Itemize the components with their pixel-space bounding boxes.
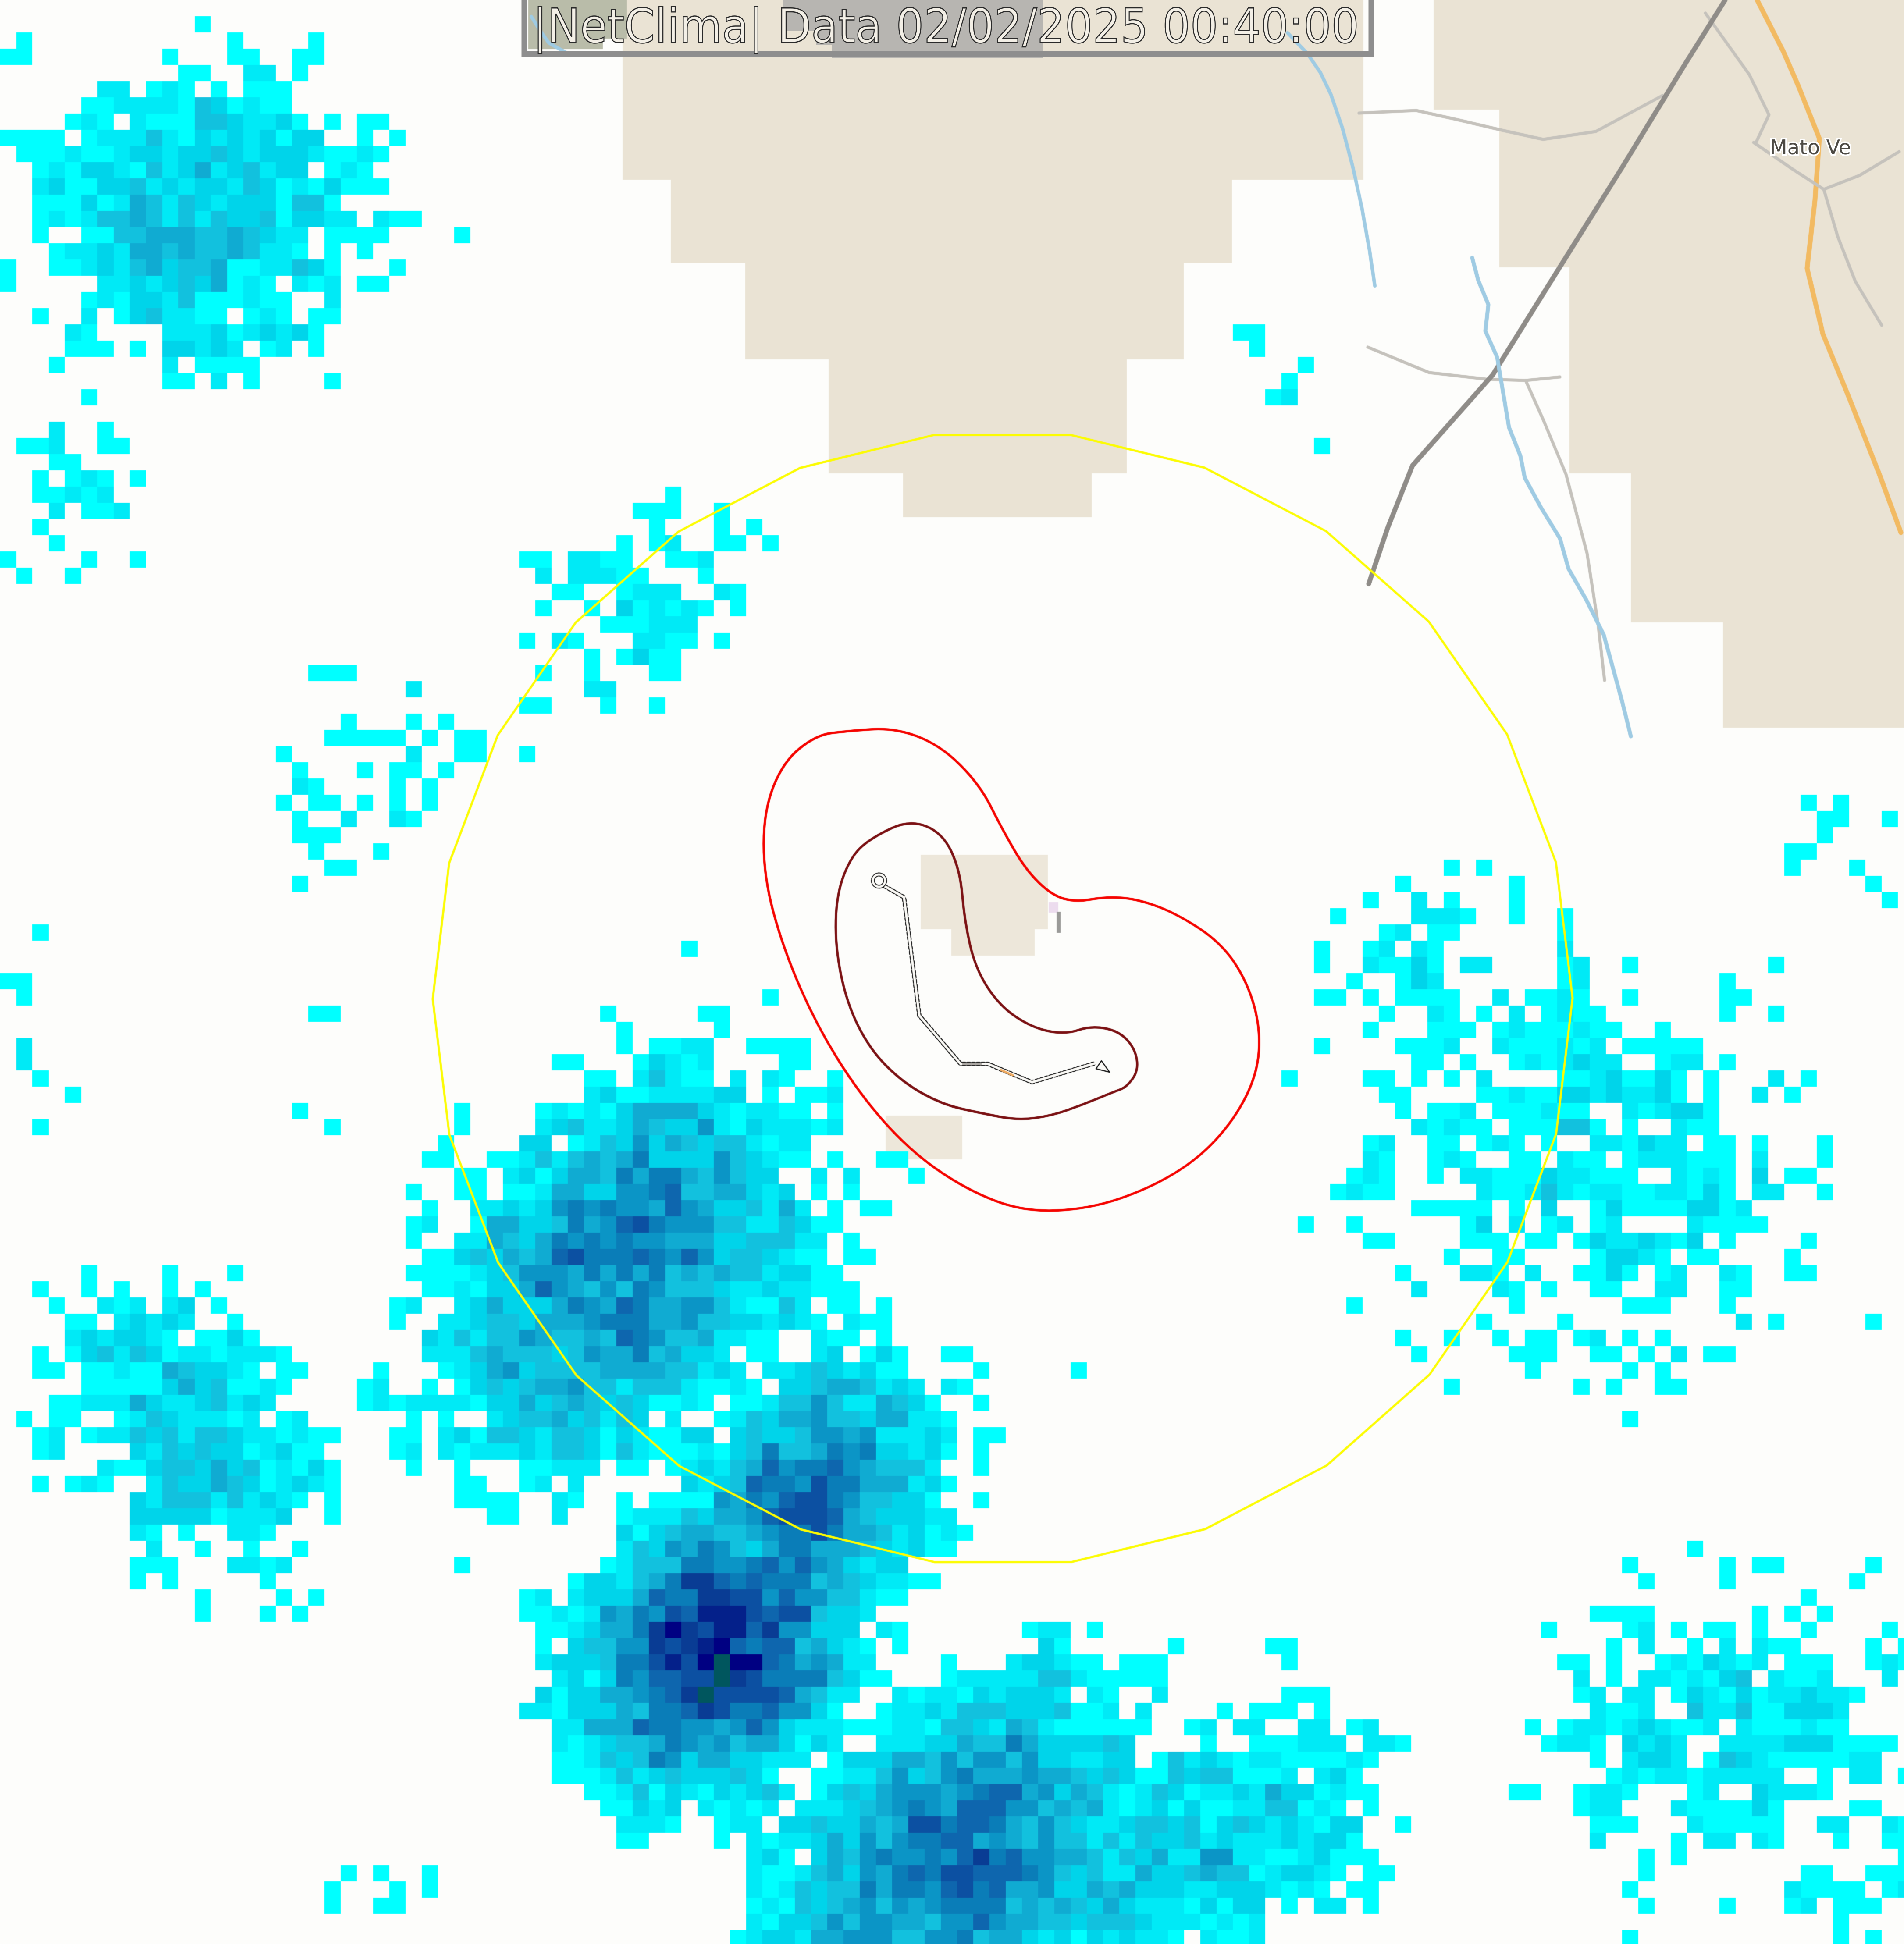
title-bar-border [521,0,1374,57]
place-label-mato-verde: Mato Ve [1770,135,1851,159]
title-bar-gray-patch [783,0,816,31]
title-bar-text: |NetClima| Data 02/02/2025 00:40:00 [533,0,1359,54]
title-bar-gray-patch [816,0,1043,45]
title-bar: |NetClima| Data 02/02/2025 00:40:00 [521,0,1374,58]
